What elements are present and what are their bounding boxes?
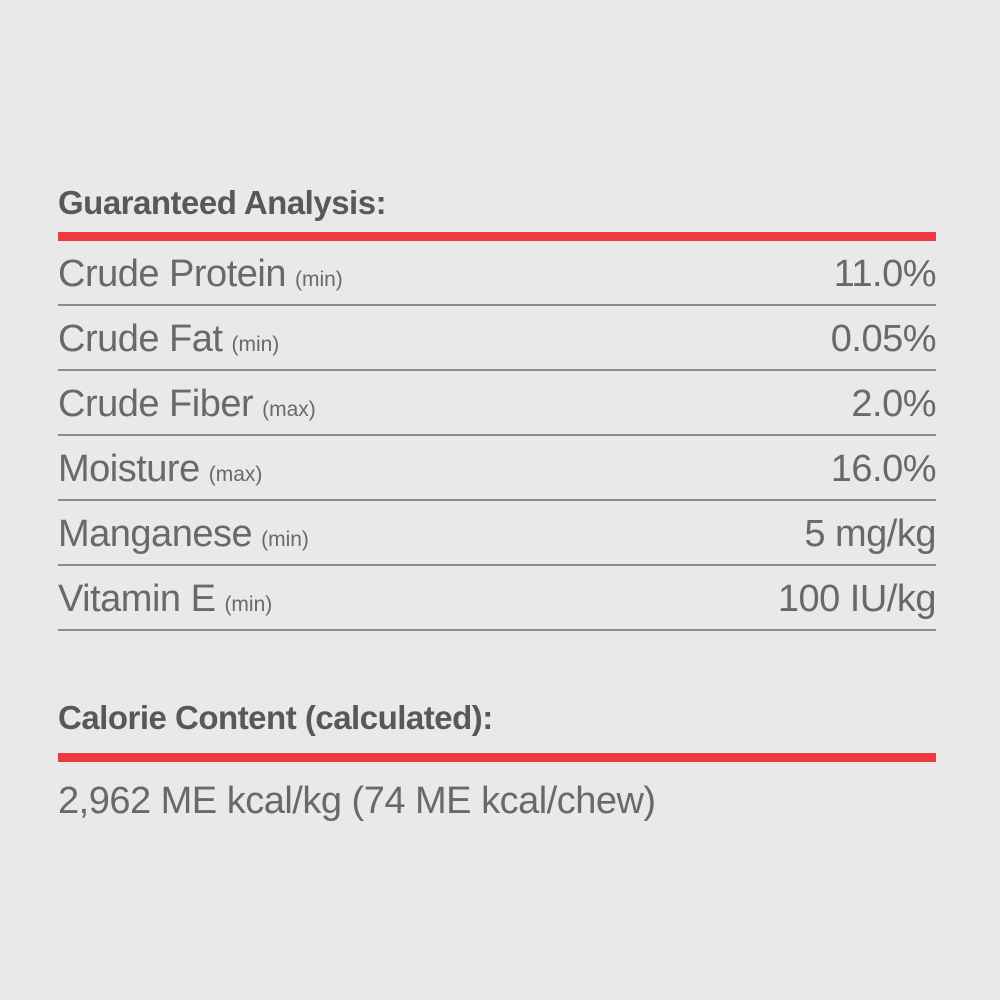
nutrient-value: 100 IU/kg — [777, 578, 937, 620]
nutrient-value: 11.0% — [833, 253, 937, 295]
nutrient-label: Crude Fiber (max) — [58, 385, 316, 423]
nutrient-label: Manganese (min) — [58, 515, 309, 553]
table-row-moisture: Moisture (max) 16.0% — [58, 436, 937, 501]
table-row-crude-fat: Crude Fat (min) 0.05% — [58, 306, 937, 371]
nutrient-qualifier: (max) — [262, 398, 316, 421]
nutrient-name: Crude Protein — [58, 253, 286, 295]
nutrient-value: 2.0% — [851, 383, 936, 425]
table-row-crude-protein: Crude Protein (min) 11.0% — [58, 241, 937, 306]
calorie-content-heading: Calorie Content (calculated): — [58, 699, 493, 736]
table-row-crude-fiber: Crude Fiber (max) 2.0% — [58, 371, 936, 436]
nutrient-qualifier: (min) — [261, 528, 309, 551]
nutrient-label: Crude Protein (min) — [58, 255, 343, 293]
nutrient-name: Crude Fat — [58, 318, 223, 360]
nutrient-qualifier: (min) — [224, 593, 273, 616]
nutrient-qualifier: (min) — [294, 268, 343, 291]
nutrient-label: Crude Fat (min) — [58, 320, 279, 358]
table-row-vitamin-e: Vitamin E (min) 100 IU/kg — [58, 566, 937, 631]
nutrient-name: Vitamin E — [58, 578, 216, 620]
nutrient-name: Manganese — [58, 513, 253, 555]
guaranteed-analysis-accent-bar — [58, 232, 936, 241]
nutrient-name: Crude Fiber — [58, 383, 254, 425]
calorie-content-value: 2,962 ME kcal/kg (74 ME kcal/chew) — [58, 780, 656, 822]
guaranteed-analysis-heading: Guaranteed Analysis: — [58, 184, 387, 221]
nutrient-label: Moisture (max) — [58, 450, 262, 488]
nutrient-name: Moisture — [58, 448, 200, 490]
nutrient-qualifier: (min) — [231, 333, 280, 356]
nutrient-label: Vitamin E (min) — [58, 580, 272, 618]
nutrient-qualifier: (max) — [208, 463, 263, 486]
nutrient-value: 5 mg/kg — [804, 513, 936, 555]
table-row-manganese: Manganese (min) 5 mg/kg — [58, 501, 936, 566]
nutrient-value: 16.0% — [830, 448, 937, 490]
calorie-content-accent-bar — [58, 753, 936, 762]
nutrient-value: 0.05% — [830, 318, 937, 360]
guaranteed-analysis-table: Crude Protein (min) 11.0% Crude Fat (min… — [58, 241, 937, 631]
